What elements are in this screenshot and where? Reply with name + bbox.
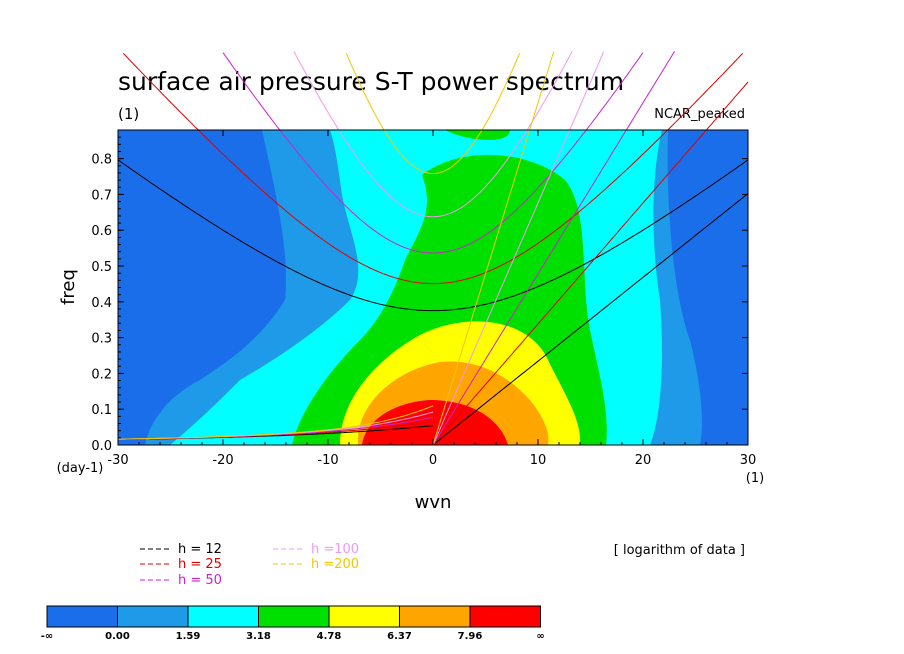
y-axis-unit: (day-1) xyxy=(57,461,104,476)
kelvin-curve-25 xyxy=(432,81,749,446)
colorbar-swatch xyxy=(258,605,330,628)
colorbar-swatch xyxy=(328,605,400,628)
x-tick-label: -10 xyxy=(317,453,338,468)
y-tick-label: 0.0 xyxy=(91,439,112,454)
x-axis-label: wvn xyxy=(415,492,452,513)
x-tick-label: -20 xyxy=(212,453,233,468)
colorbar-label: 4.78 xyxy=(317,631,342,642)
y-tick-label: 0.4 xyxy=(91,296,112,311)
legend-label: h = 25 xyxy=(178,557,222,572)
legend-label: h = 50 xyxy=(178,573,222,588)
kelvin-curve-100 xyxy=(432,51,605,446)
colorbar-swatch xyxy=(117,605,189,628)
colorbar-label: 7.96 xyxy=(458,631,483,642)
inertia-gravity-curve-100 xyxy=(293,51,573,218)
contour-level-6 xyxy=(362,400,508,445)
inertia-gravity-curve-25 xyxy=(122,52,744,285)
chart-subtitle-right: NCAR_peaked xyxy=(654,107,745,122)
x-tick-label: 0 xyxy=(429,453,437,468)
y-tick-label: 0.7 xyxy=(91,188,112,203)
y-tick-label: 0.8 xyxy=(91,153,112,168)
colorbar: -∞ 0.00 1.59 3.18 4.78 6.37 7.96 ∞ xyxy=(41,605,545,642)
inertia-gravity-curve-12 xyxy=(117,159,749,312)
x-tick-label: 20 xyxy=(635,453,652,468)
inertia-gravity-curve-200 xyxy=(345,53,521,175)
x-tick-label: -30 xyxy=(107,453,128,468)
colorbar-label: 1.59 xyxy=(176,631,201,642)
data-note: [ logarithm of data ] xyxy=(614,543,745,558)
x-axis-unit: (1) xyxy=(746,471,764,486)
colorbar-label: -∞ xyxy=(41,631,53,642)
colorbar-swatch xyxy=(469,605,541,628)
kelvin-curve-50 xyxy=(432,51,675,446)
rossby-curve-200 xyxy=(117,405,434,440)
colorbar-label: 3.18 xyxy=(246,631,271,642)
y-axis-label: freq xyxy=(58,269,79,305)
colorbar-label: 6.37 xyxy=(387,631,412,642)
x-tick-label: 30 xyxy=(740,453,757,468)
contour-fills xyxy=(118,130,748,445)
colorbar-label: ∞ xyxy=(536,631,544,642)
inertia-gravity-curve-50 xyxy=(222,52,644,254)
kelvin-curve-200 xyxy=(432,51,555,446)
dispersion-curves xyxy=(117,51,749,446)
chart-title: surface air pressure S-T power spectrum xyxy=(118,67,624,96)
colorbar-label: 0.00 xyxy=(105,631,130,642)
x-tick-label: 10 xyxy=(530,453,547,468)
y-tick-label: 0.2 xyxy=(91,367,112,382)
kelvin-curve-12 xyxy=(432,193,749,446)
y-tick-label: 0.5 xyxy=(91,260,112,275)
y-tick-label: 0.3 xyxy=(91,332,112,347)
legend-label: h = 12 xyxy=(178,542,222,557)
y-tick-label: 0.6 xyxy=(91,224,112,239)
legend-label: h =100 xyxy=(311,542,359,557)
colorbar-swatch xyxy=(399,605,471,628)
axis-ticks: -30 -20 -10 0 10 20 30 0.0 0.1 0.2 0.3 0.4 0.5 0.6 0.7… xyxy=(91,130,756,468)
legend-label: h =200 xyxy=(311,557,359,572)
colorbar-swatch xyxy=(46,605,118,628)
chart-subtitle-left: (1) xyxy=(118,105,139,123)
colorbar-swatch xyxy=(187,605,259,628)
y-tick-label: 0.1 xyxy=(91,403,112,418)
